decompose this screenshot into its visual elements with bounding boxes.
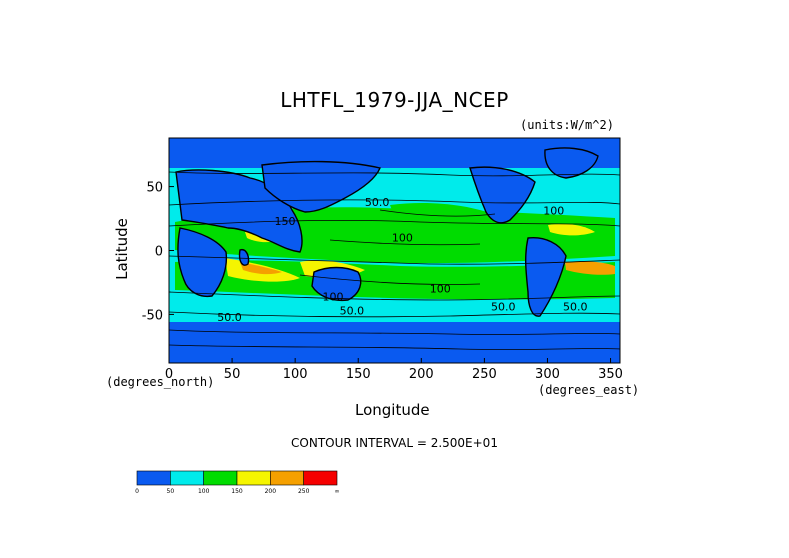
colorbar-swatch <box>170 470 204 486</box>
contour-label: 50.0 <box>563 301 588 314</box>
contour-label: 50.0 <box>491 301 516 314</box>
field-indian-ocean-orange <box>240 262 282 275</box>
continents <box>175 147 599 317</box>
x-tick-label: 0 <box>165 367 173 382</box>
field-south-atlantic-orange <box>565 261 615 275</box>
contour-line <box>379 209 496 217</box>
contour-lines <box>169 171 620 350</box>
contour-line <box>169 329 620 335</box>
colorbar-level-label: ∞ <box>335 488 340 495</box>
chart-title: LHTFL_1979-JJA_NCEP <box>280 88 509 112</box>
field-atlantic-yellow <box>548 223 595 236</box>
continent-greenland <box>544 147 599 179</box>
contour-label: 50.0 <box>340 304 365 317</box>
contour-label: 100 <box>430 283 451 296</box>
colorbar-level-label: 250 <box>298 488 310 495</box>
colorbar: 0 50 100 150 200 250 ∞ <box>135 470 340 495</box>
colorbar-swatch <box>236 470 271 486</box>
y-tick-label: -50 <box>142 308 163 323</box>
x-unit-label: (degrees_east) <box>538 383 640 397</box>
y-axis-ticks: -50 0 50 <box>142 181 174 323</box>
contour-line <box>169 219 620 227</box>
contour-line <box>169 344 620 350</box>
contour-line <box>169 291 620 301</box>
x-axis-label: Longitude <box>355 401 430 419</box>
x-tick-label: 150 <box>346 367 371 382</box>
field-southern-ocean <box>169 300 620 322</box>
continent-north-america <box>469 166 536 224</box>
y-tick-label: 50 <box>146 181 163 196</box>
contour-line <box>169 255 620 265</box>
x-tick-label: 250 <box>472 367 497 382</box>
field-south-subtropics <box>175 260 615 300</box>
contour-line <box>169 171 620 177</box>
continent-asia <box>261 160 381 213</box>
colorbar-level-label: 0 <box>135 488 139 495</box>
colorbar-level-label: 100 <box>198 488 210 495</box>
x-tick-label: 100 <box>283 367 308 382</box>
contour-label: 50.0 <box>217 311 242 324</box>
y-tick-label: 0 <box>155 245 163 260</box>
x-tick-label: 300 <box>535 367 560 382</box>
colorbar-swatch <box>303 470 338 486</box>
colorbar-level-label: 200 <box>265 488 277 495</box>
contour-label: 50.0 <box>365 196 390 209</box>
contour-interval-label: CONTOUR INTERVAL = 2.500E+01 <box>291 436 498 450</box>
colorbar-swatch <box>136 470 171 486</box>
colorbar-swatch <box>203 470 238 486</box>
x-axis-ticks: 0 50 100 150 200 250 300 350 <box>165 358 623 382</box>
units-label: (units:W/m^2) <box>520 118 614 132</box>
y-unit-label: (degrees_north) <box>106 375 215 389</box>
continent-madagascar <box>238 249 250 266</box>
colorbar-level-label: 150 <box>231 488 243 495</box>
contour-line <box>329 239 481 246</box>
colorbar-level-label: 50 <box>167 488 175 495</box>
continent-africa-south <box>177 227 228 298</box>
contour-label: 100 <box>323 290 344 303</box>
contour-line <box>299 274 481 285</box>
contour-label: 100 <box>543 205 564 218</box>
contour-line <box>169 311 620 318</box>
colorbar-swatch <box>270 470 304 486</box>
continent-australia <box>311 266 362 302</box>
x-tick-label: 50 <box>224 367 241 382</box>
x-tick-label: 350 <box>598 367 623 382</box>
contour-label: 150 <box>275 215 296 228</box>
continent-south-america <box>525 237 567 317</box>
contour-line <box>169 199 620 206</box>
x-tick-label: 200 <box>409 367 434 382</box>
field-antarctic <box>169 318 620 363</box>
contour-label: 100 <box>392 232 413 245</box>
